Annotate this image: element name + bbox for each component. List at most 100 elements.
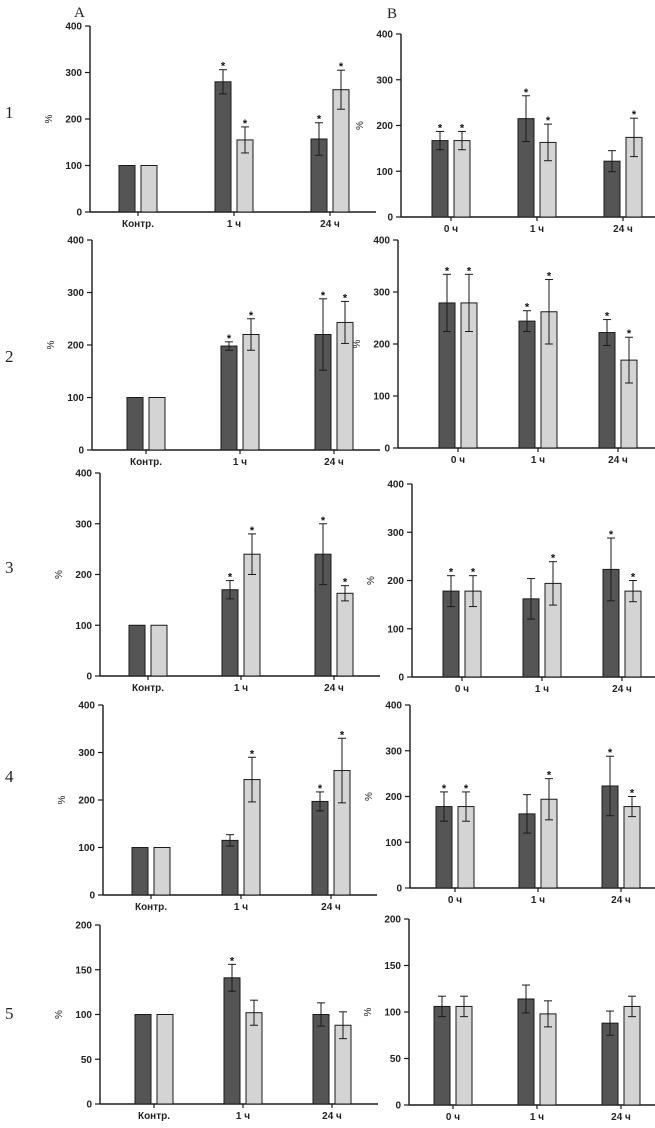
bar-light [245, 1012, 263, 1105]
y-tick-label: 0 [76, 208, 82, 219]
y-tick-label: 200 [75, 570, 92, 581]
y-tick-label: 200 [78, 796, 95, 807]
y-tick-label: 0 [89, 891, 95, 902]
bar-dark [517, 998, 535, 1106]
significance-star: * [460, 122, 465, 134]
column-label-b: B [387, 6, 397, 22]
significance-star: * [464, 783, 469, 795]
y-tick-label: 0 [396, 884, 402, 895]
y-tick-label: 400 [67, 236, 84, 247]
significance-star: * [605, 311, 610, 323]
y-tick-label: 0 [384, 444, 390, 455]
category-label: 24 ч [321, 902, 341, 913]
y-axis-label: % [54, 1010, 65, 1019]
significance-star: * [631, 572, 636, 584]
significance-star: * [609, 529, 614, 541]
bar-light [539, 1013, 557, 1106]
chart-a4: 0 100 200 300 400% Контр. 1 ч * 24 ч * * [57, 701, 377, 913]
y-tick-label: 100 [373, 392, 390, 403]
significance-star: * [546, 115, 551, 127]
bar-light [336, 592, 354, 677]
y-axis-label: % [44, 114, 55, 123]
bar-light [156, 1014, 174, 1105]
row-label-5: 5 [5, 1004, 14, 1023]
bar-dark [214, 81, 232, 213]
y-tick-label: 200 [75, 921, 92, 932]
category-label: 24 ч [324, 457, 344, 468]
significance-star: * [547, 770, 552, 782]
significance-star: * [551, 553, 556, 565]
chart-b1: 0 100 200 300 400% 0 ч * * 1 ч * * 24 ч * [355, 30, 655, 235]
bar-dark [221, 589, 239, 677]
row-label-1: 1 [5, 103, 14, 122]
y-tick-label: 400 [376, 30, 393, 41]
significance-star: * [471, 567, 476, 579]
bar-dark [118, 165, 136, 213]
y-tick-label: 100 [387, 624, 404, 635]
significance-star: * [608, 747, 613, 759]
y-tick-label: 0 [78, 446, 84, 457]
y-tick-label: 400 [387, 480, 404, 491]
y-tick-label: 300 [67, 288, 84, 299]
significance-star: * [438, 122, 443, 134]
y-tick-label: 200 [384, 915, 401, 926]
category-label: 24 ч [608, 455, 628, 466]
significance-star: * [250, 748, 255, 760]
y-axis-label: % [54, 570, 65, 579]
category-label: 24 ч [611, 1112, 631, 1123]
y-axis-label: % [352, 339, 363, 348]
significance-star: * [221, 61, 226, 73]
y-tick-label: 150 [75, 965, 92, 976]
category-label: 24 ч [612, 684, 632, 695]
row-label-3: 3 [5, 558, 14, 577]
category-label: 1 ч [227, 219, 241, 230]
category-label: 1 ч [530, 224, 544, 235]
significance-star: * [442, 783, 447, 795]
significance-star: * [228, 572, 233, 584]
bar-dark [431, 140, 449, 218]
significance-star: * [321, 290, 326, 302]
y-tick-label: 100 [67, 393, 84, 404]
y-axis-label: % [363, 1007, 374, 1016]
category-label: 0 ч [444, 224, 458, 235]
significance-star: * [230, 955, 235, 967]
significance-star: * [467, 265, 472, 277]
significance-star: * [627, 328, 632, 340]
significance-star: * [317, 114, 322, 126]
y-tick-label: 0 [86, 672, 92, 683]
y-tick-label: 300 [78, 748, 95, 759]
y-tick-label: 100 [75, 621, 92, 632]
bar-dark [134, 1014, 152, 1105]
category-label: 24 ч [611, 895, 631, 906]
y-tick-label: 50 [81, 1055, 93, 1066]
bar-dark [128, 624, 146, 677]
y-axis-label: % [355, 121, 366, 130]
category-label: 24 ч [320, 219, 340, 230]
category-label: Контр. [130, 457, 162, 468]
y-tick-label: 300 [385, 746, 402, 757]
y-tick-label: 0 [395, 1101, 401, 1112]
chart-b5: 0 50 100 150 200% 0 ч 1 ч 24 ч [363, 915, 655, 1123]
category-label: 0 ч [451, 455, 465, 466]
category-label: 1 ч [234, 902, 248, 913]
significance-star: * [343, 577, 348, 589]
category-label: Контр. [122, 219, 154, 230]
y-tick-label: 100 [384, 1008, 401, 1019]
y-tick-label: 300 [376, 75, 393, 86]
significance-star: * [227, 333, 232, 345]
bar-light [453, 140, 471, 218]
category-label: 1 ч [531, 895, 545, 906]
significance-star: * [321, 515, 326, 527]
bar-light [153, 847, 171, 896]
category-label: 1 ч [234, 683, 248, 694]
chart-a1: 0 100 200 300 400% Контр. 1 ч * * 24 ч * * [44, 22, 376, 230]
y-tick-label: 50 [390, 1054, 402, 1065]
y-tick-label: 300 [65, 68, 82, 79]
bar-light [455, 1005, 473, 1106]
y-tick-label: 300 [387, 528, 404, 539]
y-tick-label: 400 [385, 701, 402, 712]
category-label: 1 ч [535, 684, 549, 695]
y-axis-label: % [366, 576, 377, 585]
bar-light [150, 624, 168, 677]
y-tick-label: 0 [398, 673, 404, 684]
